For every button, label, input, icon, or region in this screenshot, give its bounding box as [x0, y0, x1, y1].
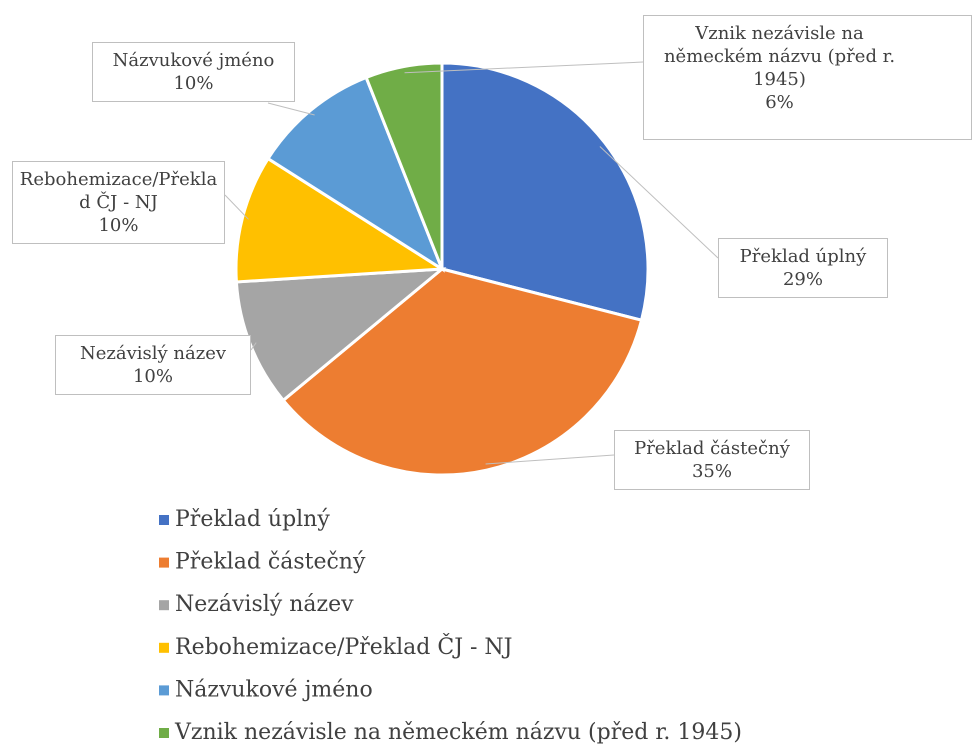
data-label: Názvukové jméno 10%: [92, 42, 295, 102]
pie-slice: [364, 61, 444, 270]
pie-slice: [265, 75, 446, 273]
data-label-name: Překlad částečný: [634, 438, 790, 459]
data-label-value: 6%: [765, 92, 794, 113]
legend-label: Rebohemizace/Překlad ČJ - NJ: [175, 633, 513, 660]
legend-swatch: [159, 600, 169, 611]
legend-label: Nezávislý název: [175, 592, 354, 617]
pie-slice: [281, 267, 644, 477]
data-label: Rebohemizace/Překlad ČJ - NJ 10%: [12, 161, 225, 244]
pie-slice: [440, 61, 650, 323]
data-label: Překlad úplný 29%: [718, 238, 888, 298]
legend-label: Názvukové jméno: [175, 677, 373, 702]
pie-slice: [234, 156, 447, 284]
data-label-value: 10%: [132, 366, 173, 387]
legend-swatch: [159, 642, 169, 653]
legend-swatch: [159, 515, 169, 525]
legend-label: Vznik nezávisle na německém názvu (před …: [174, 720, 742, 745]
leader-line: [485, 454, 615, 465]
legend-label: Překlad úplný: [175, 507, 330, 532]
data-label-value: 10%: [98, 215, 139, 236]
leader-line: [599, 146, 719, 259]
data-label: Překlad částečný 35%: [614, 430, 810, 490]
legend-label: Překlad částečný: [175, 550, 366, 575]
data-label-name: Nezávislý název: [79, 343, 227, 364]
data-label: Nezávislý název 10%: [55, 335, 251, 395]
data-label-value: 10%: [173, 73, 214, 94]
data-label-value: 29%: [782, 269, 823, 290]
data-label-name: Názvukové jméno: [112, 50, 275, 71]
legend-swatch: [159, 557, 169, 568]
legend-swatch: [159, 728, 169, 738]
leader-line: [267, 102, 315, 116]
data-label-name: Vznik nezávisle na německém názvu (před …: [663, 23, 896, 90]
leader-line: [404, 61, 644, 74]
legend-swatch: [159, 685, 169, 696]
leader-line: [250, 342, 257, 351]
leader-line: [224, 194, 249, 220]
data-label-value: 35%: [691, 461, 732, 482]
data-label: Vznik nezávisle na německém názvu (před …: [643, 15, 972, 140]
data-label-name: Rebohemizace/Překlad ČJ - NJ: [19, 169, 218, 213]
data-label-name: Překlad úplný: [739, 246, 867, 267]
